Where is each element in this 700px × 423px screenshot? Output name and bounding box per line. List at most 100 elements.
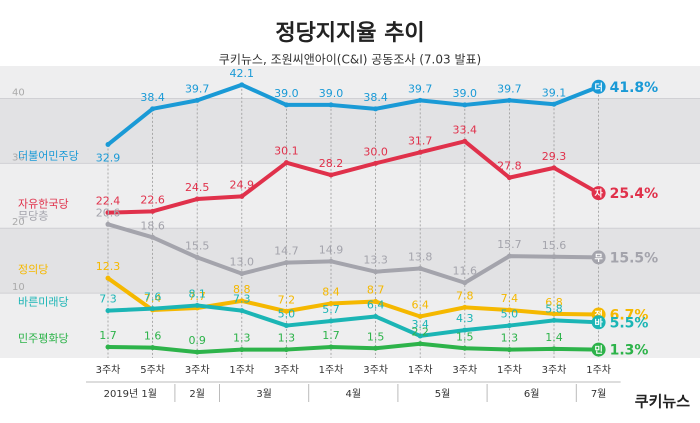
value-label: 2.2: [411, 326, 429, 339]
point: [105, 210, 111, 216]
point: [506, 307, 512, 313]
point: [283, 260, 289, 266]
end-badge: 바: [594, 317, 603, 329]
value-label: 42.1: [230, 67, 255, 80]
point: [506, 175, 512, 181]
point: [239, 193, 245, 199]
point: [194, 254, 200, 260]
series-name: 민주평화당: [18, 332, 69, 345]
point: [373, 106, 379, 112]
value-label: 1.5: [367, 330, 385, 343]
value-label: 22.6: [140, 193, 165, 206]
x-tick-label: 3주차: [363, 364, 388, 376]
point: [239, 308, 245, 314]
point: [551, 165, 557, 171]
value-label: 24.9: [230, 178, 255, 191]
value-label: 8.4: [322, 285, 340, 298]
value-label: 38.4: [140, 91, 165, 104]
value-label: 5.0: [501, 308, 519, 321]
point: [283, 323, 289, 329]
point: [105, 308, 111, 314]
value-label: 7.6: [144, 291, 162, 304]
series-line: [106, 276, 599, 319]
point: [194, 196, 200, 202]
point: [328, 258, 334, 264]
series-name: 더불어민주당: [18, 150, 79, 163]
month-label: 2019년 1월: [104, 388, 157, 400]
value-label: 39.1: [542, 86, 567, 99]
point: [150, 306, 156, 312]
y-tick-label: 30: [12, 152, 25, 163]
value-label: 31.7: [408, 134, 433, 147]
point: [417, 313, 423, 319]
series-name: 무당층: [18, 209, 48, 222]
value-label: 32.9: [96, 152, 121, 165]
value-label: 15.6: [542, 239, 567, 252]
x-tick-label: 3주차: [452, 364, 477, 376]
value-label: 39.0: [319, 87, 344, 100]
value-label: 8.1: [188, 287, 206, 300]
point: [328, 172, 334, 178]
value-label: 6.8: [545, 296, 563, 309]
end-value-label: 1.3%: [610, 343, 649, 359]
point: [373, 299, 379, 305]
value-label: 7.2: [278, 293, 296, 306]
point: [239, 82, 245, 88]
point: [551, 254, 557, 260]
end-marker: [591, 250, 606, 265]
value-label: 38.4: [363, 91, 388, 104]
x-tick-label: 3주차: [542, 364, 567, 376]
series-line: [107, 341, 599, 355]
series-line: [107, 222, 599, 285]
grid-band: [0, 98, 700, 164]
value-label: 13.0: [230, 256, 255, 269]
value-label: 33.4: [453, 123, 478, 136]
end-marker: [591, 186, 606, 201]
value-label: 39.7: [497, 82, 522, 95]
point: [194, 349, 200, 355]
value-label: 1.3: [501, 332, 519, 345]
point: [150, 234, 156, 240]
point: [105, 344, 111, 350]
series-line: [107, 303, 599, 338]
end-badge: 정: [594, 309, 602, 321]
end-value-label: 41.8%: [610, 80, 659, 96]
x-tick-label: 1주차: [319, 364, 344, 376]
value-label: 6.4: [367, 298, 385, 311]
value-label: 22.4: [96, 195, 121, 208]
point: [105, 142, 111, 148]
end-badge: 무: [594, 253, 602, 264]
month-label: 5월: [435, 388, 451, 400]
point: [506, 347, 512, 353]
logo: 쿠키뉴스: [635, 393, 690, 411]
end-value-label: 25.4%: [610, 186, 659, 202]
point: [417, 149, 423, 155]
end-badge: 더: [594, 81, 602, 93]
point: [105, 275, 111, 281]
point: [506, 97, 512, 103]
x-tick-label: 1주차: [586, 364, 611, 376]
value-label: 24.5: [185, 181, 210, 194]
point: [328, 318, 334, 324]
chart-subtitle: 쿠키뉴스, 조원씨앤아이(C&I) 공동조사 (7.03 발표): [219, 53, 481, 67]
point: [417, 333, 423, 339]
x-tick-label: 1주차: [408, 364, 433, 376]
value-label: 7.3: [233, 293, 251, 306]
point: [328, 344, 334, 350]
point: [462, 345, 468, 351]
month-label: 6월: [524, 388, 540, 400]
value-label: 39.0: [274, 87, 299, 100]
value-label: 29.3: [542, 150, 567, 163]
end-badge: 민: [594, 344, 602, 356]
value-label: 1.6: [144, 330, 162, 343]
point: [373, 313, 379, 319]
x-tick-label: 1주차: [229, 364, 254, 376]
series-name: 정의당: [18, 263, 48, 276]
end-marker: [591, 79, 606, 94]
end-marker: [591, 342, 606, 357]
month-label: 2월: [189, 388, 205, 400]
point: [150, 208, 156, 214]
end-value-label: 6.7%: [610, 308, 649, 324]
value-label: 1.7: [322, 329, 340, 342]
point: [328, 300, 334, 306]
